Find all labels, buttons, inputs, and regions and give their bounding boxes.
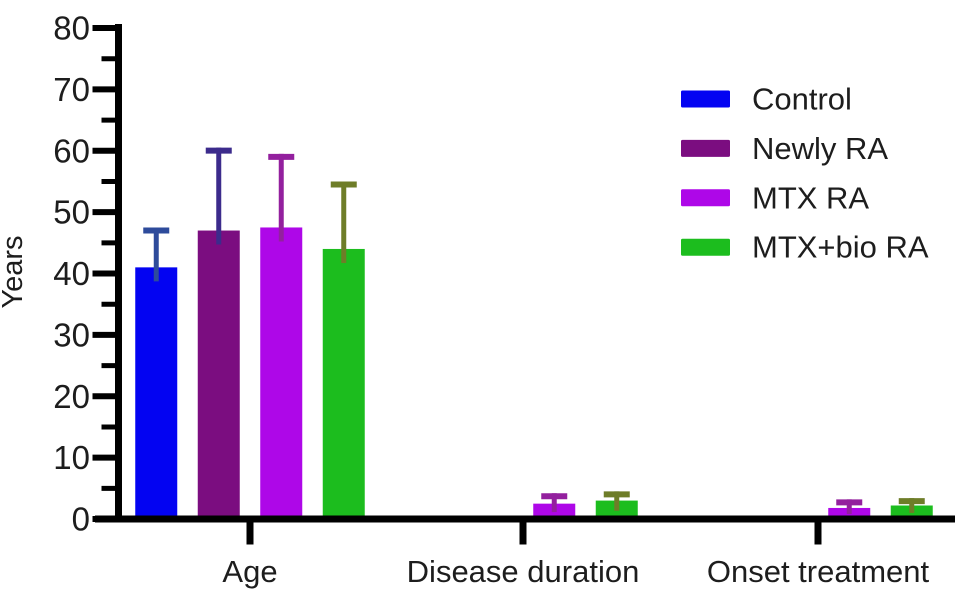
- y-tick-label: 10: [53, 439, 90, 476]
- y-tick-label: 30: [53, 316, 90, 353]
- legend-swatch-2: [681, 139, 730, 157]
- y-tick-label: 40: [53, 255, 90, 292]
- bar-mtx-ra: [260, 227, 303, 519]
- legend-label-4: MTX+bio RA: [752, 230, 929, 265]
- bar-newly-ra: [197, 230, 240, 519]
- y-axis-title: Years: [0, 235, 29, 308]
- bar-mtx-bio-ra: [322, 248, 365, 519]
- y-tick-label: 50: [53, 194, 90, 231]
- y-tick-label: 0: [72, 501, 90, 538]
- bar-control: [135, 267, 178, 519]
- category-label: Disease duration: [407, 554, 640, 589]
- category-label: Onset treatment: [707, 554, 930, 589]
- legend-swatch-3: [681, 189, 730, 207]
- legend-label-3: MTX RA: [752, 180, 869, 215]
- legend-label-2: Newly RA: [752, 131, 888, 166]
- y-tick-label: 20: [53, 378, 90, 415]
- legend-swatch-4: [681, 238, 730, 256]
- legend-label-1: Control: [752, 82, 852, 117]
- legend-swatch-1: [681, 90, 730, 108]
- y-tick-label: 70: [53, 71, 90, 108]
- category-label: Age: [222, 554, 277, 589]
- y-tick-label: 80: [53, 10, 90, 47]
- y-tick-label: 60: [53, 132, 90, 169]
